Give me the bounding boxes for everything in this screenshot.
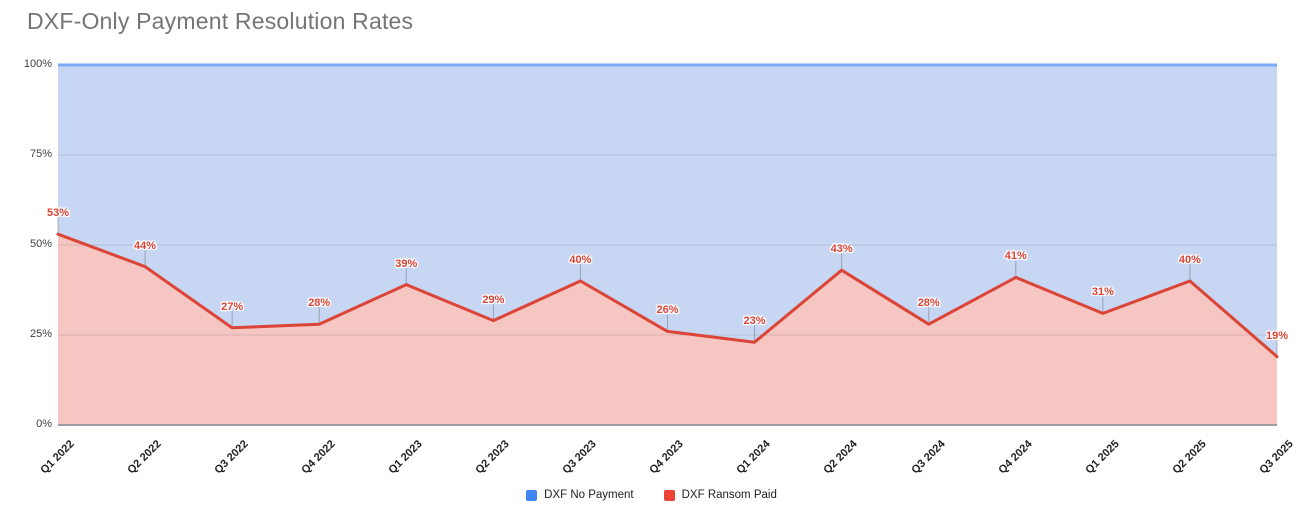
y-tick-label: 75% [29,148,52,160]
legend-item: DXF No Payment [526,489,634,502]
series-line-ransom-paid [56,232,1279,359]
data-label: 43% [830,243,853,256]
data-label: 31% [1091,286,1114,299]
chart-title: DXF-Only Payment Resolution Rates [27,8,414,34]
data-label: 40% [569,254,592,266]
data-label: 27% [221,300,244,313]
data-label: 29% [482,293,505,306]
data-label: 41% [1004,250,1027,263]
data-label: 23% [743,315,766,328]
data-label: 28% [308,297,331,310]
data-label: 53% [46,207,70,220]
data-label: 28% [917,297,940,310]
y-tick-label: 0% [36,418,52,430]
legend-label: DXF Ransom Paid [681,489,777,501]
y-tick-label: 100% [23,58,52,70]
legend-label: DXF No Payment [544,489,634,501]
series-area-ransom-paid [58,234,1277,425]
chart-legend: DXF No Payment DXF Ransom Paid [0,489,1303,502]
legend-color-swatch-icon [526,490,538,501]
y-tick-label: 50% [29,238,52,250]
data-label: 19% [1265,329,1289,342]
data-label: 26% [656,304,679,317]
y-tick-label: 25% [29,328,52,340]
legend-item: DXF Ransom Paid [663,489,777,502]
data-label: 40% [1178,254,1201,266]
data-label: 39% [395,257,418,270]
legend-color-swatch-icon [663,490,675,501]
data-label: 44% [134,239,157,252]
